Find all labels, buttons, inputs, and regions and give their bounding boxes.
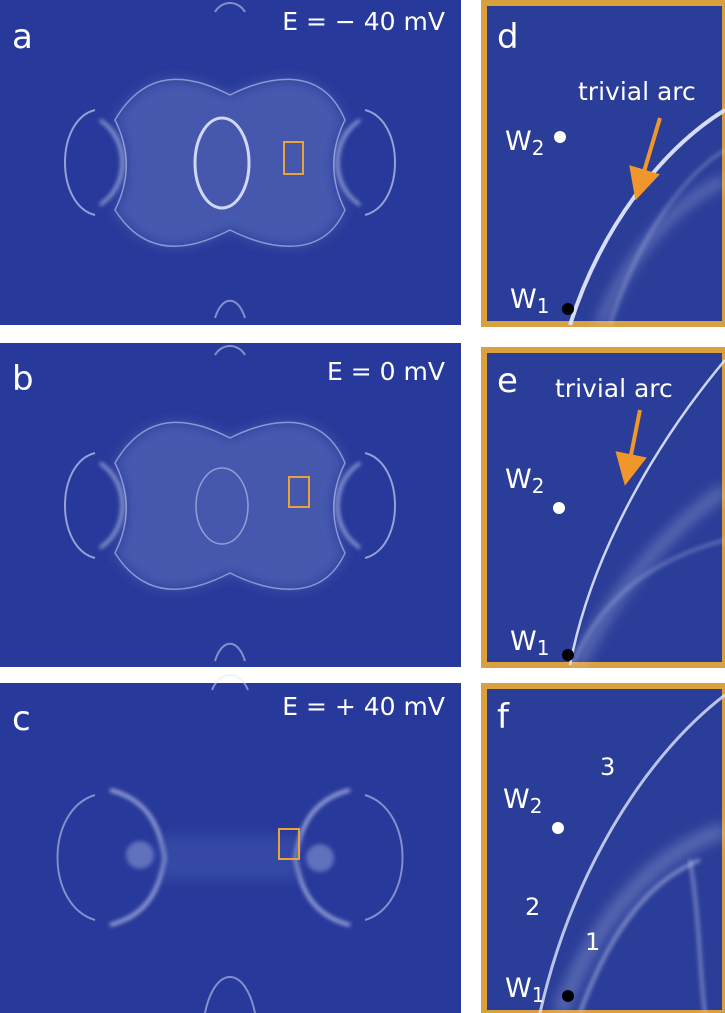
panel-f: f 3 2 1 W2 W1 [484,686,725,1013]
text-part: W [505,464,532,495]
panel-label: f [497,697,510,737]
text-part: W [505,126,532,157]
energy-label: E = 0 mV [327,357,445,386]
panel-label: d [497,17,519,57]
text-part: W [505,973,532,1004]
panel-c: c E = + 40 mV [0,675,461,1013]
panel-label: e [497,361,518,401]
panel-label: b [12,359,34,399]
panel-b: b E = 0 mV [0,343,461,667]
energy-label: E = + 40 mV [282,692,445,721]
figure: a E = − 40 mV b E = 0 mV c E = + 40 mV d [0,0,725,1013]
text-part: W [503,784,530,815]
text-part: 2 [532,136,545,160]
panel-d: d trivial arc W2 W1 [484,3,725,325]
panel-label: a [12,17,33,57]
text-part: 2 [532,474,545,498]
panel-e: e trivial arc W2 W1 [484,350,725,665]
text-part: 2 [530,794,543,818]
annotation: trivial arc [578,77,696,106]
panel-a: a E = − 40 mV [0,0,461,325]
arc-number: 2 [525,893,540,921]
arc-number: 3 [600,753,615,781]
arc-number: 1 [585,928,600,956]
energy-label: E = − 40 mV [282,7,445,36]
text-part: 1 [537,294,550,318]
annotation: trivial arc [555,374,673,403]
text-part: W [510,284,537,315]
panel-label: c [12,699,31,739]
text-part: 1 [532,983,545,1007]
text-part: 1 [537,636,550,660]
text-part: W [510,626,537,657]
